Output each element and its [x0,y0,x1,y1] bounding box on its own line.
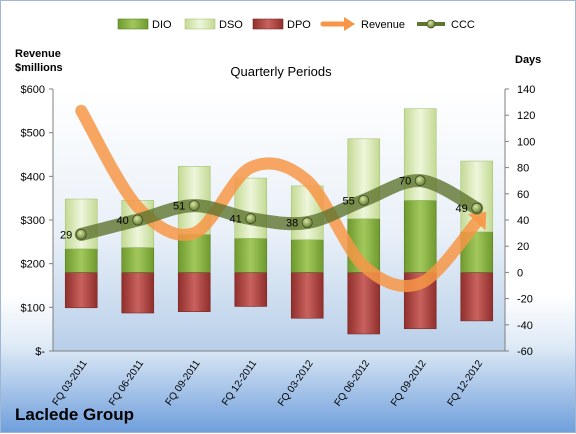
dpo-bar [460,272,494,322]
legend-swatch [117,18,149,30]
ccc-marker [188,200,200,211]
category-label: FQ 06-2012 [333,358,373,408]
legend-swatch-marker [426,19,436,29]
left-axis-title: Revenue $millions [15,48,63,74]
revenue-line [75,104,483,293]
dpo-bar [347,272,381,335]
legend: DIO DSO DPO Revenue CCC [117,17,475,31]
ccc-marker [132,214,144,226]
legend-label: DIO [152,19,172,31]
ccc-marker [414,175,426,187]
ccc-marker [245,213,257,225]
category-label: FQ 09-2012 [389,358,429,408]
dio-bar [64,248,98,273]
ccc-data-label: 49 [456,203,468,215]
category-label: FQ 06-2011 [107,358,146,408]
left-axis-tick-label: $100 [21,302,45,314]
ccc-marker [471,202,483,214]
legend-swatch-arrowhead [344,17,355,31]
legend-label: DSO [219,19,243,31]
left-axis-tick-label: $300 [21,215,45,227]
ccc-marker [301,217,313,229]
category-label: FQ 03-2012 [276,358,316,408]
ccc-data-label: 41 [230,214,242,226]
dpo-bar [64,272,98,309]
left-axis-tick-label: $- [35,346,45,358]
company-name: Laclede Group [15,405,135,424]
legend-label: Revenue [361,19,405,31]
ccc-data-label: 55 [343,195,355,207]
lines [74,104,487,293]
category-label: FQ 12-2012 [446,358,486,408]
right-axis-tick-label: -20 [517,294,533,306]
ccc-marker [358,194,370,206]
dio-bar [121,247,155,273]
dpo-bar [234,272,268,307]
dpo-bar [290,272,324,319]
right-axis-tick-label: 60 [517,189,529,201]
dio-bar [403,200,437,273]
right-axis-tick-label: 40 [517,215,529,227]
legend-swatch [252,18,284,30]
right-axis-tick-label: 120 [517,110,535,122]
dpo-bar [121,272,155,314]
category-label: FQ 09-2011 [164,358,203,408]
right-axis-tick-label: 80 [517,163,529,175]
left-axis-tick-label: $400 [21,171,45,183]
dio-bar [234,238,268,273]
dso-bar [234,177,268,239]
category-label: FQ 12-2011 [220,358,259,408]
dio-bar [290,239,324,273]
legend-label: DPO [287,19,311,31]
right-axis-tick-label: 0 [517,267,523,279]
ccc-marker [75,229,87,240]
revenue-arrowhead [467,211,487,231]
ccc-data-label: 38 [286,218,298,230]
data-labels: 29 40 51 41 38 55 70 49 [60,176,468,242]
right-axis-tick-label: 140 [517,84,535,96]
right-axis-tick-label: 100 [517,136,535,148]
ccc-data-label: 70 [399,176,411,188]
dpo-bar [177,272,211,312]
right-axis-tick-label: -60 [517,346,533,358]
ccc-data-label: 51 [173,201,185,213]
left-axis-tick-label: $500 [21,128,45,140]
right-axis-tick-label: 20 [517,241,529,253]
chart-title: Quarterly Periods [230,64,332,79]
right-axis-title: Days [515,54,541,66]
right-axis-tick-label: -40 [517,320,533,332]
ccc-data-label: 40 [117,215,129,227]
category-label: FQ 03-2011 [51,358,90,408]
ccc-data-label: 29 [60,229,72,241]
left-axis-tick-label: $200 [21,259,45,271]
legend-label: CCC [451,19,475,31]
left-axis-tick-label: $600 [21,84,45,96]
legend-swatch [184,18,216,30]
